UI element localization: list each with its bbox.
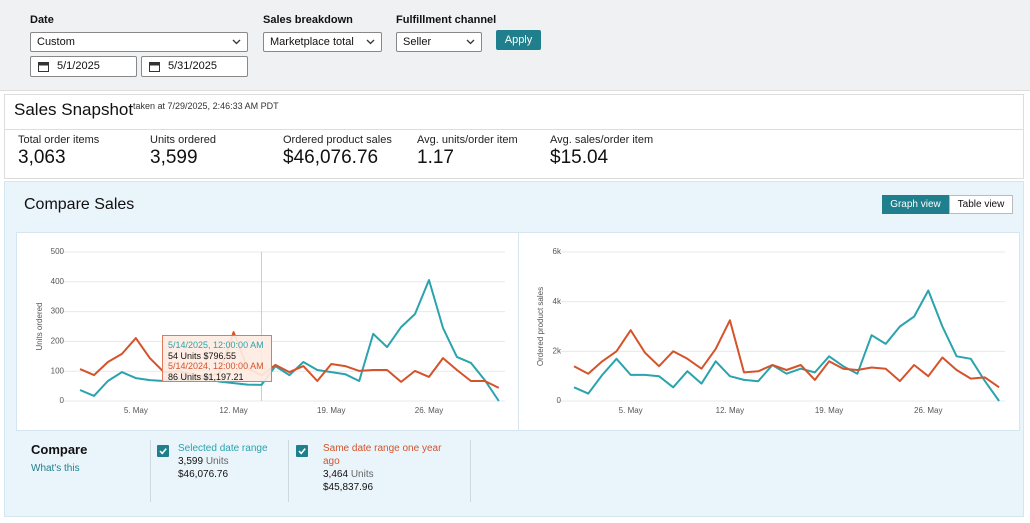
legend-unit-label: Units — [205, 456, 229, 467]
legend-sales: $45,837.96 — [323, 482, 374, 493]
calendar-icon — [38, 62, 49, 72]
chevron — [232, 39, 241, 45]
start-date: 5/1/2025 — [57, 60, 100, 72]
chevron — [366, 39, 375, 45]
fulfillment-dropdown[interactable]: Seller — [396, 32, 482, 52]
legend-units: 3,599 — [178, 456, 204, 467]
series-line — [79, 331, 500, 389]
end-date: 5/31/2025 — [168, 60, 217, 72]
metric-label: Avg. sales/order item — [550, 134, 654, 146]
breakdown-label: Sales breakdown — [263, 14, 353, 26]
tooltip-value: 86 Units $1,197.21 — [168, 371, 244, 382]
legend-name: Selected date range — [178, 443, 268, 454]
x-tick-label: 12. May — [219, 406, 247, 415]
tooltip-value: 54 Units $796.55 — [168, 350, 237, 361]
y-tick-label: 100 — [51, 366, 65, 375]
legend-unit-label: Units — [350, 469, 374, 480]
chevron — [466, 39, 475, 45]
y-tick-label: 300 — [51, 307, 65, 316]
y-tick-label: 6k — [553, 247, 562, 256]
breakdown-dropdown[interactable]: Marketplace total — [263, 32, 382, 52]
date-label: Date — [30, 14, 54, 26]
metric-label: Ordered product sales — [283, 134, 392, 146]
x-tick-label: 26. May — [914, 406, 942, 415]
legend-name: Same date range one year ago — [323, 443, 442, 467]
apply-button[interactable]: Apply — [496, 30, 541, 50]
fulfillment-label: Fulfillment channel — [396, 14, 497, 26]
legend-sales: $46,076.76 — [178, 469, 229, 480]
metrics-row — [4, 129, 1024, 179]
checkbox[interactable] — [157, 445, 169, 457]
snapshot-header — [4, 94, 1024, 129]
checkbox[interactable] — [296, 445, 308, 457]
series-line — [573, 289, 1000, 402]
divider — [288, 440, 289, 502]
divider — [150, 440, 151, 502]
metric-value: $46,076.76 — [283, 147, 379, 168]
fulfillment-value: Seller — [403, 36, 432, 48]
legend-title: Compare — [31, 442, 88, 457]
x-tick-label: 19. May — [815, 406, 843, 415]
calendar-icon — [149, 62, 160, 72]
metric-value: $15.04 — [550, 147, 609, 168]
series-line — [573, 319, 1000, 389]
snapshot-title: Sales Snapshot — [14, 100, 134, 119]
compare-title: Compare Sales — [24, 196, 135, 213]
legend-units: 3,464 — [323, 469, 349, 480]
x-tick-label: 12. May — [716, 406, 744, 415]
whats-this-link[interactable]: What's this — [31, 463, 80, 474]
metric-value: 3,599 — [150, 147, 198, 168]
tooltip-date: 5/14/2025, 12:00:00 AM — [168, 340, 264, 350]
x-tick-label: 5. May — [124, 406, 148, 415]
series-line — [79, 279, 500, 402]
metric-value: 3,063 — [18, 147, 66, 168]
end-date-input[interactable]: 5/31/2025 — [141, 56, 248, 77]
start-date-input[interactable]: 5/1/2025 — [30, 56, 137, 77]
x-tick-label: 19. May — [317, 406, 345, 415]
metric-label: Units ordered — [150, 134, 217, 146]
breakdown-value: Marketplace total — [270, 36, 354, 48]
graph-view-button[interactable]: Graph view — [882, 195, 949, 214]
x-tick-label: 26. May — [415, 406, 443, 415]
table-view-button[interactable]: Table view — [949, 195, 1013, 214]
chart-divider — [518, 232, 519, 431]
metric-label: Total order items — [18, 134, 100, 146]
tooltip: 5/14/2025, 12:00:00 AM 54 Units $796.55 … — [162, 335, 272, 382]
metric-value: 1.17 — [417, 147, 454, 168]
tooltip-date: 5/14/2024, 12:00:00 AM — [168, 361, 264, 371]
date-dropdown[interactable]: Custom — [30, 32, 248, 52]
y-tick-label: 0 — [60, 396, 65, 405]
y-tick-label: 2k — [553, 346, 562, 355]
y-tick-label: 200 — [51, 337, 65, 346]
x-tick-label: 5. May — [619, 406, 643, 415]
snapshot-time: taken at 7/29/2025, 2:46:33 AM PDT — [133, 101, 279, 111]
divider — [470, 440, 471, 502]
y-tick-label: 0 — [557, 396, 562, 405]
legend-item: Selected date range 3,599 Units $46,076.… — [178, 442, 268, 481]
y-axis-label: Units ordered — [35, 302, 44, 350]
metric-label: Avg. units/order item — [417, 134, 518, 146]
y-axis-label: Ordered product sales — [536, 287, 545, 366]
date-value: Custom — [37, 36, 75, 48]
y-tick-label: 400 — [51, 277, 65, 286]
legend-item: Same date range one year ago 3,464 Units… — [323, 442, 448, 494]
y-tick-label: 4k — [553, 297, 562, 306]
y-tick-label: 500 — [51, 247, 65, 256]
